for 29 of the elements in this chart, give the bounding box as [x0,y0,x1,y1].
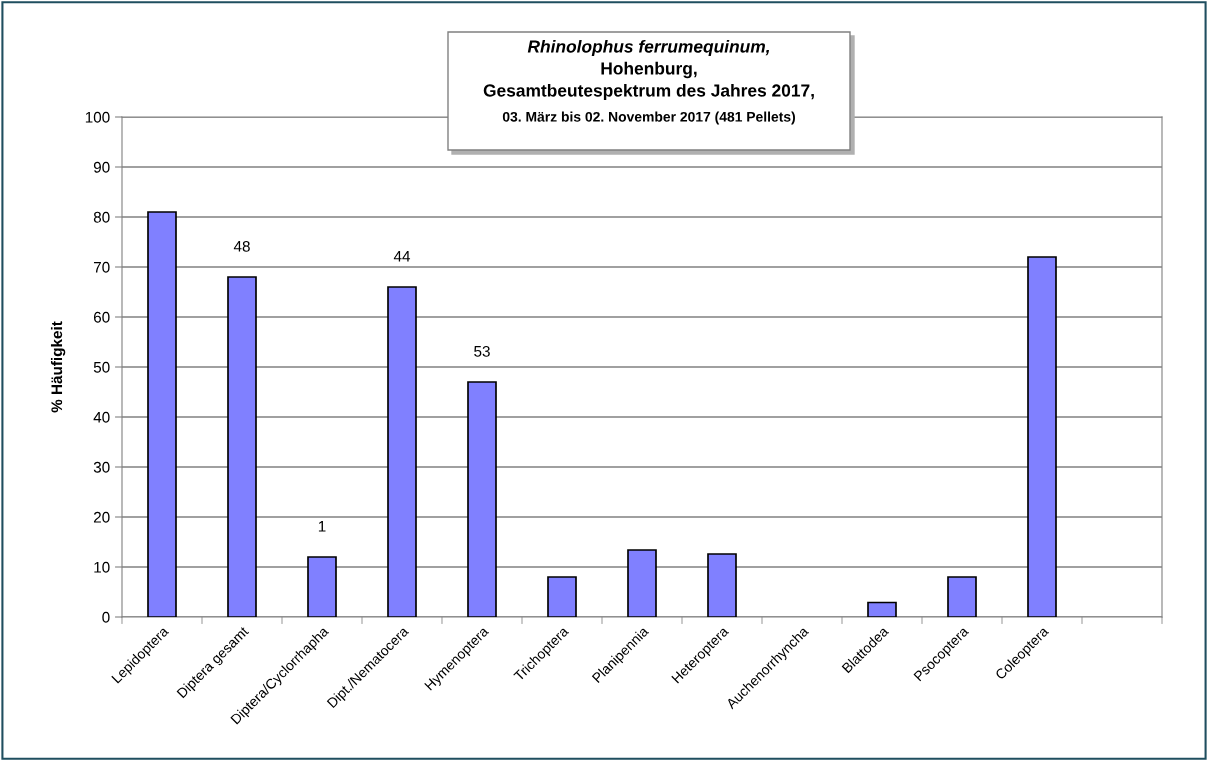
y-tick-label: 50 [93,361,110,373]
y-tick-label: 80 [93,211,110,223]
annotation: 53 [474,345,490,357]
bar [547,576,577,617]
y-axis-title: % Häufigkeit [50,321,66,413]
y-tick-label: 70 [93,261,110,273]
bar [147,211,177,617]
chart-title: Rhinolophus ferrumequinum, Hohenburg, Gesamtbeutespektrum des Jahres 2017, [483,39,814,101]
y-tick-label: 10 [94,561,110,573]
bar [627,549,657,617]
annotation: 1 [318,521,326,532]
bar [227,276,257,617]
bar [387,286,417,617]
bar [867,601,897,617]
y-tick-label: 30 [93,461,110,473]
chart-subtitle: 03. März bis 02. November 2017 (481 Pellets) [502,111,795,125]
bar [467,381,497,617]
bar [307,556,337,617]
y-tick-label: 100 [85,111,110,123]
bar [1027,256,1057,617]
bar [947,576,977,617]
y-tick-label: 20 [93,511,110,523]
annotation: 48 [233,240,250,252]
annotation: 44 [393,251,411,262]
y-tick-label: 40 [93,411,110,423]
y-tick-label: 0 [102,611,110,623]
y-tick-label: 60 [93,311,110,323]
y-tick-label: 90 [93,161,110,173]
bar [707,553,737,617]
